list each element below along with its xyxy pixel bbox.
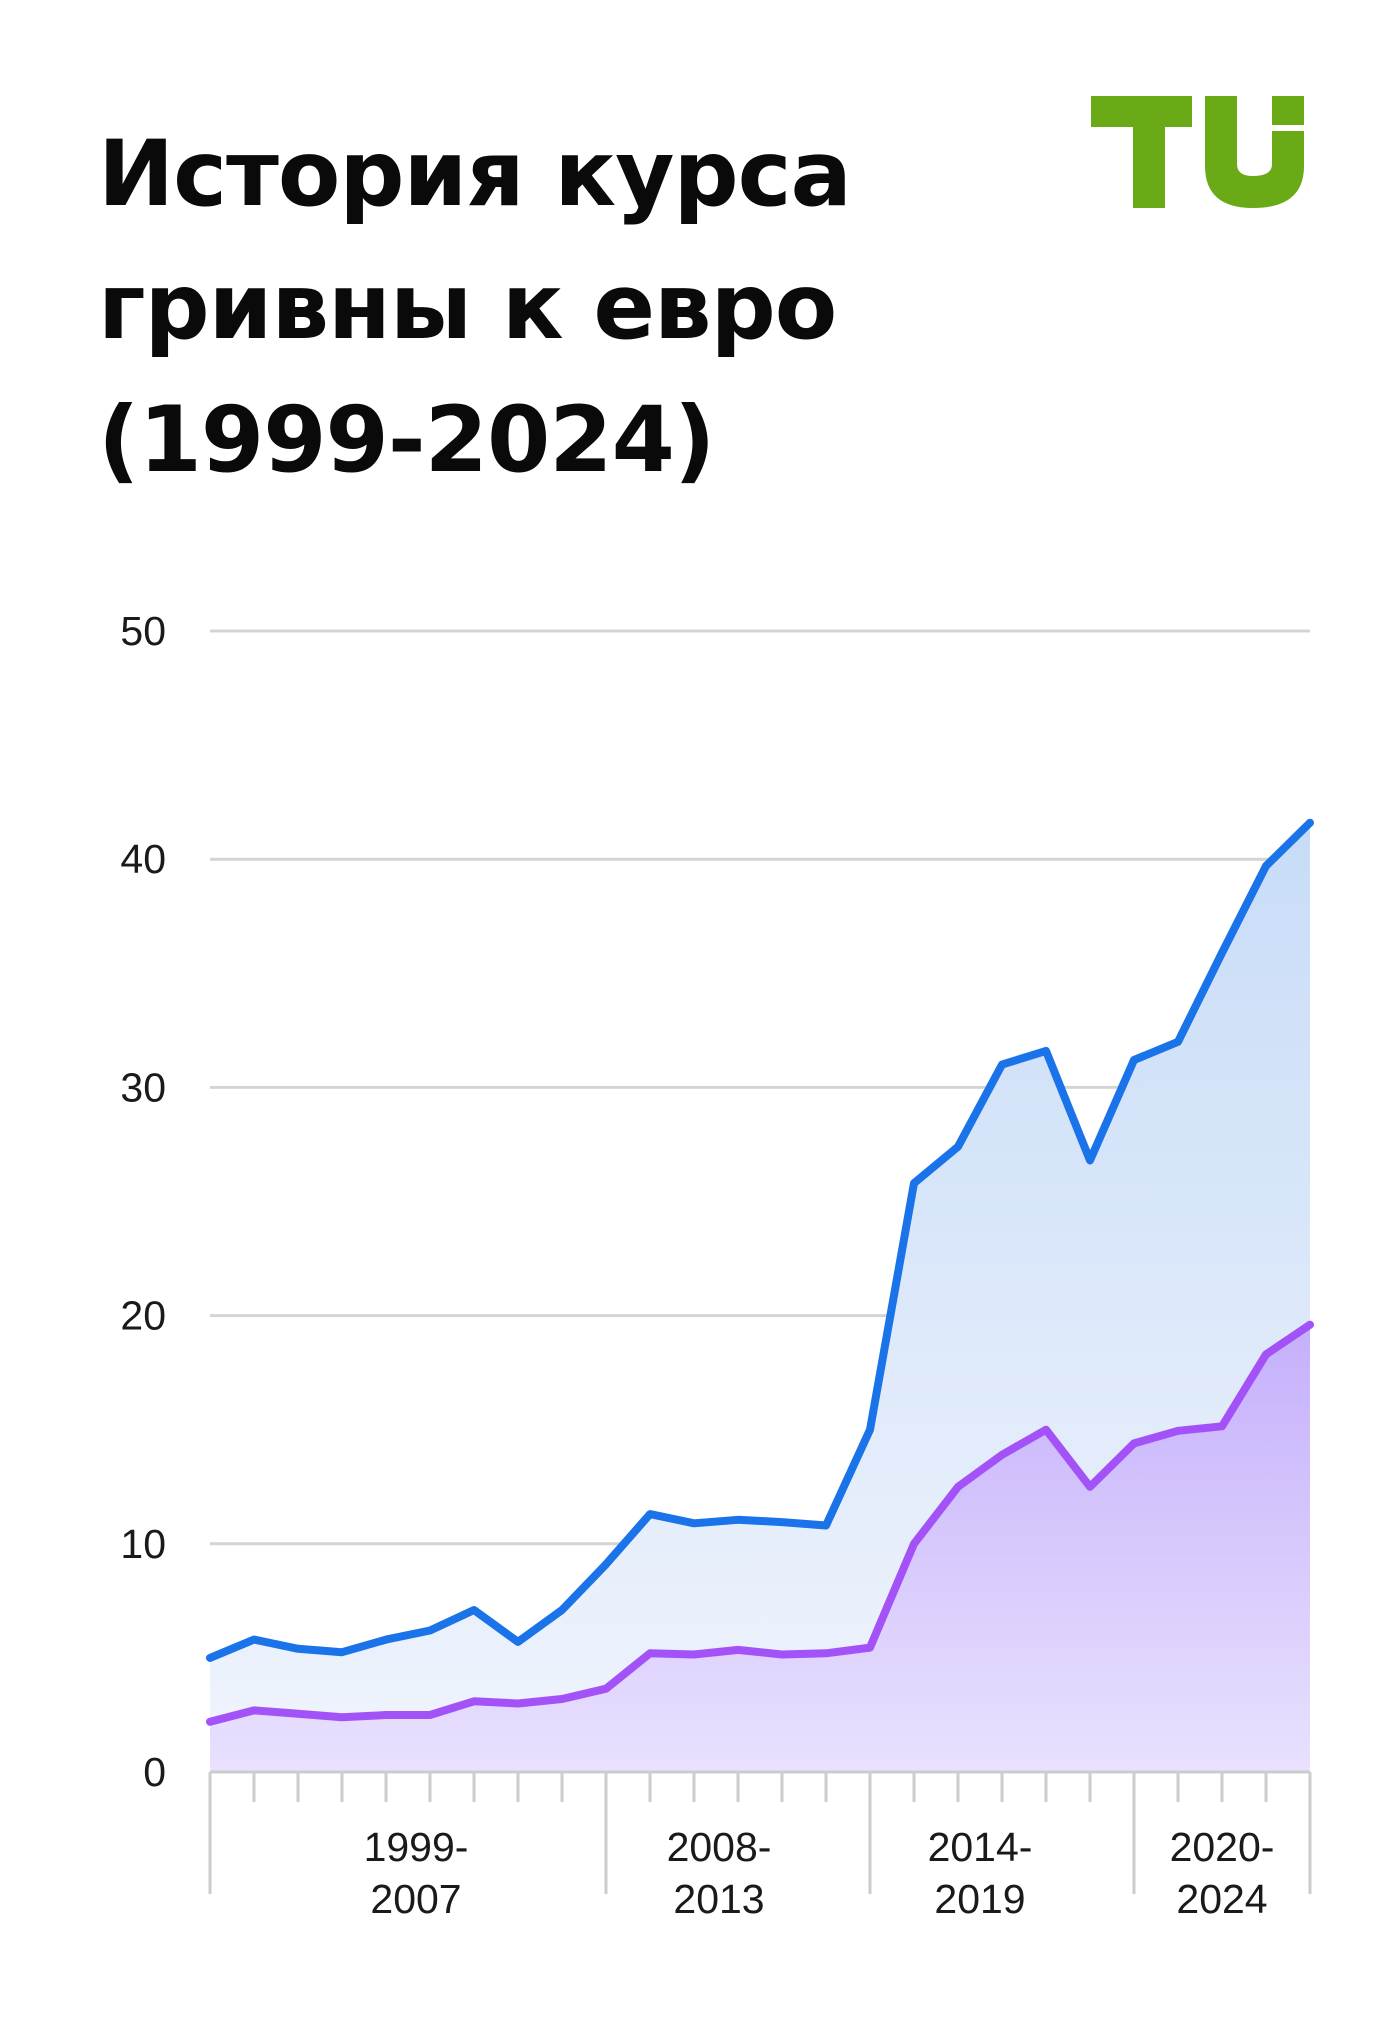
chart-title-line-3: (1999-2024) bbox=[98, 388, 715, 493]
x-group-label-1-line-1: 1999- bbox=[364, 1824, 469, 1870]
y-tick-label-50: 50 bbox=[120, 608, 166, 654]
y-tick-label-0: 0 bbox=[143, 1749, 166, 1795]
chart-title-line-2: гривны к евро bbox=[98, 255, 837, 360]
point-lower-2001 bbox=[297, 1713, 299, 1715]
chart-title: История курса гривны к евро (1999-2024) bbox=[98, 108, 852, 507]
point-lower-2003 bbox=[385, 1714, 387, 1716]
point-upper-2015 bbox=[913, 1182, 915, 1184]
chart-title-line-1: История курса bbox=[98, 122, 852, 227]
y-tick-label-20: 20 bbox=[120, 1293, 166, 1339]
x-group-label-2-line-2: 2013 bbox=[673, 1876, 764, 1922]
x-group-label-2-line-1: 2008- bbox=[667, 1824, 772, 1870]
point-upper-2023 bbox=[1265, 865, 1267, 867]
x-group-label-1-line-2: 2007 bbox=[370, 1876, 461, 1922]
point-upper-2009 bbox=[649, 1513, 651, 1515]
point-upper-2022 bbox=[1221, 952, 1223, 954]
point-upper-2008 bbox=[605, 1563, 607, 1565]
point-upper-2024 bbox=[1309, 822, 1311, 824]
x-group-label-4-line-1: 2020- bbox=[1170, 1824, 1275, 1870]
point-upper-1999 bbox=[209, 1657, 211, 1659]
x-group-label-3-line-2: 2019 bbox=[934, 1876, 1025, 1922]
area-fill-upper-series bbox=[210, 822, 1310, 1722]
point-upper-2021 bbox=[1177, 1041, 1179, 1043]
point-lower-2014 bbox=[869, 1647, 871, 1649]
point-upper-2003 bbox=[385, 1639, 387, 1641]
point-lower-2002 bbox=[341, 1716, 343, 1718]
y-tick-label-10: 10 bbox=[120, 1521, 166, 1567]
point-lower-1999 bbox=[209, 1721, 211, 1723]
point-lower-2024 bbox=[1309, 1324, 1311, 1326]
point-upper-2012 bbox=[781, 1521, 783, 1523]
point-upper-2018 bbox=[1045, 1050, 1047, 1052]
point-lower-2018 bbox=[1045, 1429, 1047, 1431]
point-lower-2022 bbox=[1221, 1425, 1223, 1427]
tu-logo bbox=[1091, 96, 1304, 208]
point-upper-2020 bbox=[1133, 1059, 1135, 1061]
point-lower-2005 bbox=[473, 1700, 475, 1702]
point-upper-2005 bbox=[473, 1609, 475, 1611]
point-lower-2023 bbox=[1265, 1353, 1267, 1355]
point-upper-2000 bbox=[253, 1639, 255, 1641]
point-upper-2016 bbox=[957, 1146, 959, 1148]
point-lower-2013 bbox=[825, 1652, 827, 1654]
x-group-label-4-line-2: 2024 bbox=[1176, 1876, 1267, 1922]
point-upper-2010 bbox=[693, 1522, 695, 1524]
point-upper-2014 bbox=[869, 1429, 871, 1431]
point-lower-2006 bbox=[517, 1703, 519, 1705]
series-line-lower bbox=[206, 1320, 1314, 1726]
point-upper-2002 bbox=[341, 1651, 343, 1653]
point-lower-2020 bbox=[1133, 1442, 1135, 1444]
point-lower-2012 bbox=[781, 1653, 783, 1655]
x-group-label-3-line-1: 2014- bbox=[928, 1824, 1033, 1870]
point-lower-2017 bbox=[1001, 1454, 1003, 1456]
point-lower-2019 bbox=[1089, 1486, 1091, 1488]
point-lower-2004 bbox=[429, 1714, 431, 1716]
point-lower-2008 bbox=[605, 1688, 607, 1690]
point-upper-2004 bbox=[429, 1630, 431, 1632]
point-upper-2019 bbox=[1089, 1159, 1091, 1161]
point-lower-2021 bbox=[1177, 1430, 1179, 1432]
point-lower-2007 bbox=[561, 1698, 563, 1700]
point-lower-2010 bbox=[693, 1653, 695, 1655]
point-lower-2016 bbox=[957, 1486, 959, 1488]
y-tick-label-40: 40 bbox=[120, 836, 166, 882]
point-upper-2017 bbox=[1001, 1064, 1003, 1066]
point-lower-2009 bbox=[649, 1652, 651, 1654]
point-lower-2015 bbox=[913, 1543, 915, 1545]
point-upper-2013 bbox=[825, 1525, 827, 1527]
point-lower-2000 bbox=[253, 1709, 255, 1711]
point-upper-2007 bbox=[561, 1609, 563, 1611]
series-line-upper bbox=[206, 818, 1314, 1662]
point-upper-2011 bbox=[737, 1519, 739, 1521]
point-upper-2006 bbox=[517, 1641, 519, 1643]
y-tick-label-30: 30 bbox=[120, 1064, 166, 1110]
point-lower-2011 bbox=[737, 1649, 739, 1651]
point-upper-2001 bbox=[297, 1648, 299, 1650]
